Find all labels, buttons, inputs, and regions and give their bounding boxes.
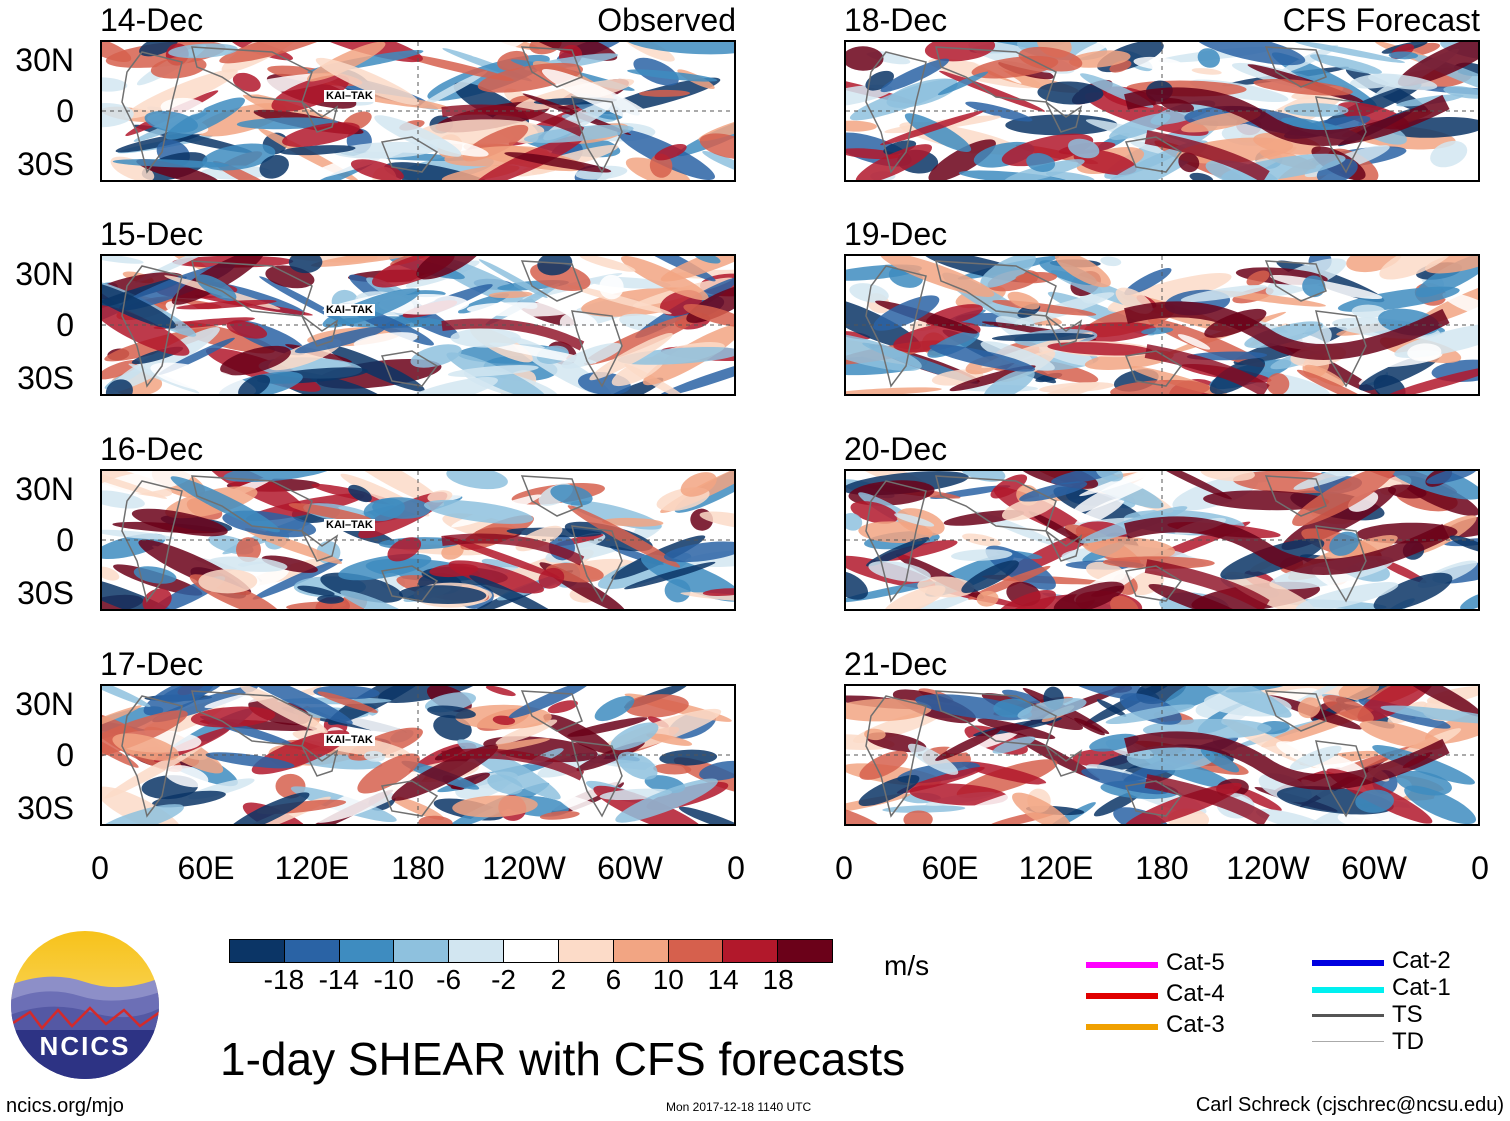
colorbar-swatch bbox=[558, 940, 614, 962]
legend-label: Cat-3 bbox=[1166, 1011, 1225, 1038]
colorbar-tick-label: 14 bbox=[707, 964, 739, 995]
colorbar-tick-label: -14 bbox=[318, 964, 360, 995]
figure-title: 1-day SHEAR with CFS forecasts bbox=[220, 1033, 906, 1085]
lat-tick-label: 30S bbox=[17, 790, 74, 826]
panel-date: 16-Dec bbox=[100, 431, 204, 467]
legend-label: Cat-4 bbox=[1166, 980, 1225, 1007]
legend-label: Cat-5 bbox=[1166, 949, 1225, 976]
lon-tick-label: 0 bbox=[1471, 850, 1489, 886]
legend-swatch bbox=[1086, 993, 1158, 999]
lon-tick-label: 0 bbox=[835, 850, 853, 886]
lon-tick-label: 120E bbox=[1018, 850, 1094, 886]
colorbar-tick-label: 18 bbox=[762, 964, 794, 995]
legend-label: Cat-1 bbox=[1392, 974, 1451, 1001]
lat-tick-label: 0 bbox=[56, 93, 74, 129]
colorbar-swatch bbox=[778, 940, 832, 962]
colorbar-tick-label: -10 bbox=[373, 964, 414, 995]
shear-map-panel bbox=[100, 469, 736, 611]
storm-label: KAI–TAK bbox=[324, 90, 375, 102]
legend-swatch bbox=[1086, 962, 1158, 968]
legend-swatch bbox=[1312, 1041, 1384, 1042]
lon-tick-label: 120W bbox=[482, 850, 566, 886]
panel-source-label: CFS Forecast bbox=[1282, 2, 1480, 38]
panel-date: 20-Dec bbox=[844, 431, 948, 467]
colorbar-swatch bbox=[339, 940, 395, 962]
logo-text: NCICS bbox=[40, 1031, 131, 1061]
colorbar-swatch bbox=[504, 940, 559, 962]
lat-tick-label: 0 bbox=[56, 522, 74, 558]
shear-map-panel bbox=[844, 684, 1480, 826]
shear-map-panel bbox=[100, 40, 736, 182]
colorbar-tick-label: 6 bbox=[605, 964, 622, 995]
colorbar-tick-label: -6 bbox=[436, 964, 462, 995]
panel-date: 18-Dec bbox=[844, 2, 948, 38]
panel-source-label: Observed bbox=[597, 2, 736, 38]
lon-tick-label: 180 bbox=[1135, 850, 1189, 886]
colorbar bbox=[229, 939, 833, 963]
storm-label: KAI–TAK bbox=[324, 734, 375, 746]
colorbar-swatch bbox=[449, 940, 505, 962]
footer-timestamp: Mon 2017-12-18 1140 UTC bbox=[666, 1100, 812, 1114]
lon-tick-label: 0 bbox=[91, 850, 109, 886]
lon-tick-label: 60E bbox=[177, 850, 235, 886]
ncics-logo: NCICS bbox=[10, 930, 160, 1080]
lat-tick-label: 0 bbox=[56, 307, 74, 343]
colorbar-swatch bbox=[394, 940, 450, 962]
storm-label: KAI–TAK bbox=[324, 519, 375, 531]
lon-tick-label: 0 bbox=[727, 850, 745, 886]
lat-tick-label: 0 bbox=[56, 737, 74, 773]
lat-tick-label: 30S bbox=[17, 360, 74, 396]
lat-tick-label: 30N bbox=[15, 686, 74, 722]
footer-author: Carl Schreck (cjschrec@ncsu.edu) bbox=[1195, 1094, 1504, 1116]
shear-map-panel bbox=[844, 254, 1480, 396]
colorbar-swatch bbox=[613, 940, 669, 962]
colorbar-tick-label: -2 bbox=[491, 964, 516, 995]
panel-date: 21-Dec bbox=[844, 646, 948, 682]
colorbar-unit: m/s bbox=[884, 950, 930, 981]
lon-tick-label: 60W bbox=[1341, 850, 1407, 886]
shear-map-panel bbox=[100, 254, 736, 396]
lat-tick-label: 30N bbox=[15, 471, 74, 507]
shear-map-panel bbox=[844, 40, 1480, 182]
footer-url[interactable]: ncics.org/mjo bbox=[6, 1095, 124, 1117]
legend-swatch bbox=[1086, 1024, 1158, 1030]
lon-tick-label: 180 bbox=[391, 850, 445, 886]
lat-tick-label: 30N bbox=[15, 256, 74, 292]
lat-tick-label: 30N bbox=[15, 42, 74, 78]
colorbar-tick-label: 2 bbox=[550, 964, 567, 995]
storm-label: KAI–TAK bbox=[324, 304, 375, 316]
colorbar-tick-label: -18 bbox=[263, 964, 305, 995]
colorbar-swatch bbox=[723, 940, 779, 962]
panel-date: 19-Dec bbox=[844, 216, 948, 252]
lat-tick-label: 30S bbox=[17, 575, 74, 611]
lon-tick-label: 60W bbox=[597, 850, 663, 886]
colorbar-tick-label: 10 bbox=[652, 964, 684, 995]
legend-swatch bbox=[1312, 987, 1384, 993]
lon-tick-label: 120E bbox=[274, 850, 350, 886]
panel-date: 15-Dec bbox=[100, 216, 204, 252]
legend-swatch bbox=[1312, 1014, 1384, 1017]
colorbar-swatch bbox=[230, 940, 285, 962]
shear-map-panel bbox=[844, 469, 1480, 611]
colorbar-swatch bbox=[668, 940, 724, 962]
legend-label: TS bbox=[1392, 1001, 1423, 1028]
legend-label: TD bbox=[1392, 1028, 1424, 1055]
legend-swatch bbox=[1312, 960, 1384, 966]
panel-date: 17-Dec bbox=[100, 646, 204, 682]
lat-tick-label: 30S bbox=[17, 146, 74, 182]
legend-label: Cat-2 bbox=[1392, 947, 1451, 974]
lon-tick-label: 120W bbox=[1226, 850, 1310, 886]
panel-date: 14-Dec bbox=[100, 2, 204, 38]
lon-tick-label: 60E bbox=[921, 850, 979, 886]
colorbar-swatch bbox=[284, 940, 340, 962]
shear-map-panel bbox=[100, 684, 736, 826]
